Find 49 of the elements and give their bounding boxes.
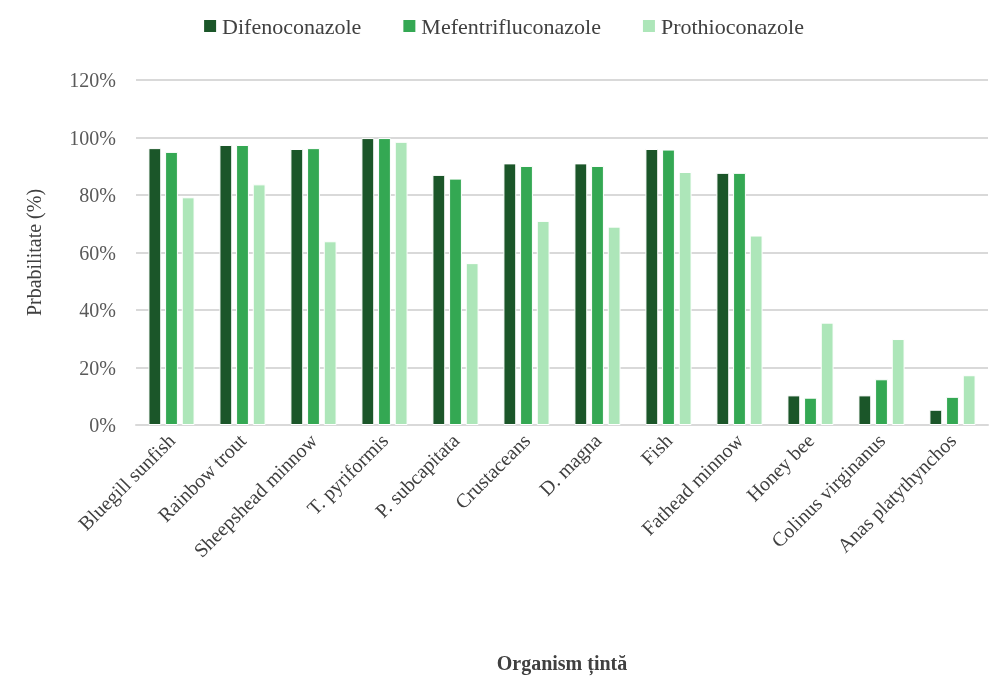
bar <box>749 235 763 425</box>
y-tick-label: 20% <box>79 356 116 379</box>
bar <box>787 395 801 425</box>
bar <box>645 149 659 425</box>
bar <box>962 375 976 425</box>
bar <box>394 141 408 425</box>
bar <box>891 339 905 425</box>
bar <box>361 138 375 425</box>
bar <box>165 151 178 425</box>
bar <box>181 197 195 425</box>
bar <box>875 379 888 425</box>
y-tick-label: 120% <box>69 69 116 91</box>
y-tick-label: 40% <box>79 299 116 321</box>
bar <box>804 397 817 425</box>
bar <box>536 220 550 425</box>
bar <box>307 148 320 425</box>
y-tick-label: 80% <box>79 184 116 206</box>
bar <box>591 165 604 425</box>
bar <box>929 409 943 425</box>
bar <box>733 172 746 425</box>
y-tick-label: 0% <box>89 414 116 436</box>
legend-label: Difenoconazole <box>222 13 362 39</box>
bar <box>678 172 692 425</box>
bar <box>607 226 621 425</box>
bar <box>662 149 675 425</box>
bar <box>148 148 162 425</box>
x-axis-title: Organism țintă <box>496 652 628 676</box>
legend-label: Prothioconazole <box>660 13 804 39</box>
y-tick-label: 60% <box>79 241 116 264</box>
bar <box>432 174 446 425</box>
bar <box>716 172 730 425</box>
x-tick-label: Fish <box>636 429 677 470</box>
bar <box>858 395 872 425</box>
bar <box>252 184 266 425</box>
bar <box>378 138 391 425</box>
bar <box>520 165 533 425</box>
bar <box>236 144 249 425</box>
bar <box>574 163 588 425</box>
bar <box>323 241 337 425</box>
bar <box>946 396 959 425</box>
bar <box>465 263 479 425</box>
y-tick-label: 100% <box>69 126 116 149</box>
bar <box>820 322 834 425</box>
bar <box>449 178 462 425</box>
y-axis-title: Prbabilitate (%) <box>23 188 46 317</box>
bar <box>503 163 517 425</box>
legend-label: Mefentrifluconazole <box>421 13 601 39</box>
bar <box>219 144 233 425</box>
bar <box>290 149 304 425</box>
